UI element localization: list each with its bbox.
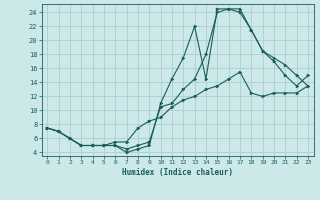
X-axis label: Humidex (Indice chaleur): Humidex (Indice chaleur) [122, 168, 233, 177]
